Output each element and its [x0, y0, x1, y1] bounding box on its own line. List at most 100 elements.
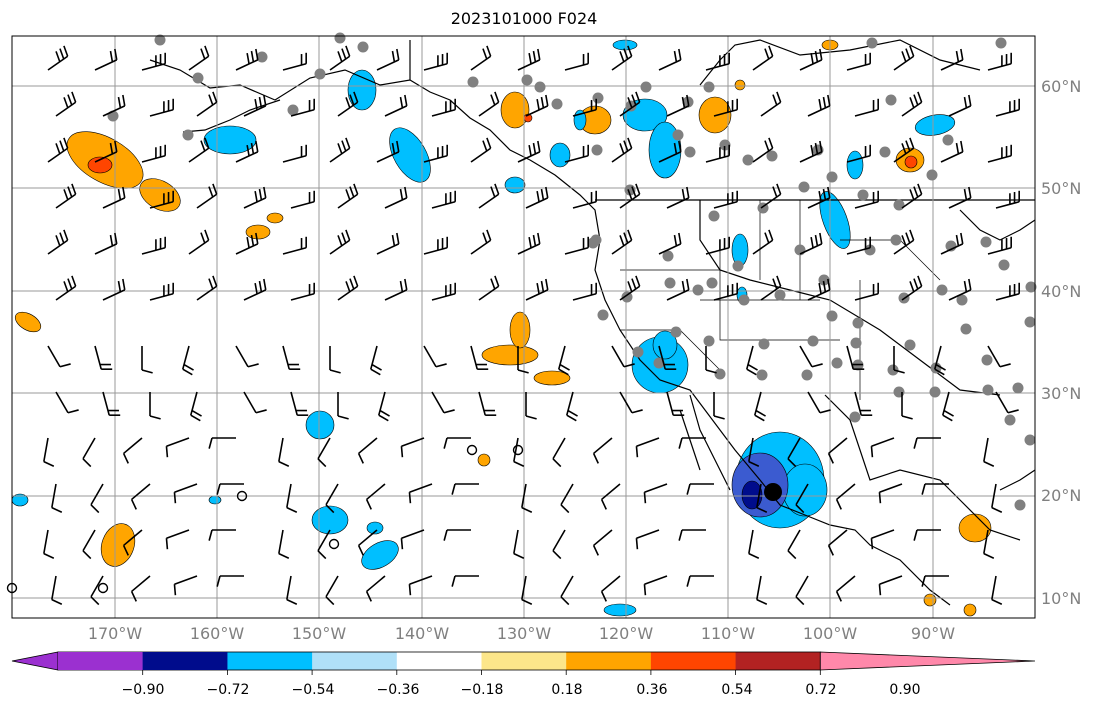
wind-barb — [658, 48, 682, 71]
wind-barb — [141, 236, 166, 255]
wind-barb — [102, 94, 126, 117]
station-marker — [632, 346, 644, 358]
wind-barb — [658, 140, 682, 163]
colorbar-segment — [312, 652, 398, 670]
wind-barb — [870, 529, 895, 550]
wind-barb — [566, 391, 578, 422]
wind-barb — [329, 45, 351, 71]
lon-label-110w: 110°W — [700, 624, 756, 643]
station-marker — [692, 284, 704, 296]
wind-barb — [290, 98, 315, 117]
wind-barb — [376, 48, 400, 71]
wind-barb — [443, 437, 471, 449]
wind-barb — [384, 94, 408, 117]
wind-barb — [678, 437, 706, 449]
wind-barb — [384, 278, 408, 301]
colorbar-segment — [396, 652, 482, 670]
station-marker — [590, 234, 602, 246]
wind-barb — [807, 391, 831, 414]
station-marker — [714, 368, 726, 380]
station-marker — [521, 74, 533, 86]
anomaly-contour — [734, 79, 746, 91]
wind-barb — [325, 575, 339, 606]
station-marker — [534, 81, 546, 93]
wind-barb — [760, 275, 782, 301]
wind-barb — [376, 140, 400, 163]
lat-label-50: 50°N — [1041, 179, 1082, 198]
wind-barb — [560, 483, 574, 514]
wind-barb — [51, 575, 63, 606]
wind-barb — [901, 91, 923, 117]
anomaly-contour — [533, 370, 571, 386]
wind-barb — [611, 229, 633, 255]
wind-barb — [149, 98, 174, 117]
wind-barb — [572, 282, 597, 301]
wind-barb — [658, 345, 677, 370]
station-marker — [1024, 316, 1036, 328]
coastline — [824, 394, 1021, 541]
wind-barb — [357, 437, 378, 464]
station-marker — [981, 354, 993, 366]
wind-barb — [921, 483, 949, 495]
station-marker — [982, 384, 994, 396]
station-marker — [758, 338, 770, 350]
wind-barb — [243, 278, 267, 301]
station-marker — [980, 236, 992, 248]
wind-barb — [243, 391, 267, 414]
colorbar-tick: 0.90 — [889, 682, 921, 698]
wind-barb — [130, 575, 151, 602]
wind-barb — [521, 483, 533, 514]
wind-barb — [182, 345, 194, 376]
station-marker — [890, 234, 902, 246]
wind-barb — [666, 278, 690, 301]
station-marker — [857, 189, 869, 201]
station-marker — [995, 37, 1007, 49]
station-marker — [929, 386, 941, 398]
wind-barb — [686, 483, 714, 495]
station-open-marker — [236, 490, 248, 502]
wind-barb — [82, 437, 96, 468]
wind-barb — [752, 229, 774, 255]
anomaly-contour — [366, 521, 384, 535]
state-border — [719, 240, 840, 341]
anomaly-contour — [846, 150, 864, 180]
wind-barb — [564, 236, 589, 255]
wind-barb — [243, 186, 267, 209]
wind-barb — [370, 345, 382, 376]
wind-barb — [165, 529, 190, 550]
lat-label-60: 60°N — [1041, 77, 1082, 96]
wind-barb — [619, 91, 641, 117]
wind-barb — [243, 94, 267, 117]
station-marker — [182, 129, 194, 141]
wind-barb — [901, 392, 913, 420]
station-marker — [706, 277, 718, 289]
anomaly-contour — [958, 513, 992, 543]
colorbar-segment — [58, 652, 143, 670]
lat-label-10: 10°N — [1041, 589, 1082, 608]
wind-barb — [431, 98, 456, 117]
wind-barb — [600, 483, 621, 510]
wind-barb — [94, 232, 118, 255]
anomaly-contour — [504, 176, 526, 194]
wind-barb — [940, 232, 964, 255]
anomaly-contour — [923, 593, 937, 607]
lon-label-170w: 170°W — [87, 624, 143, 643]
station-marker — [467, 76, 479, 88]
wind-barb — [705, 144, 730, 163]
wind-barb — [870, 437, 895, 458]
wind-barb — [713, 392, 725, 420]
colorbar-segment — [735, 652, 821, 670]
wind-barbs — [43, 45, 1020, 606]
wind-barb — [149, 190, 174, 209]
wind-barb — [752, 137, 774, 163]
wind-barb — [807, 186, 831, 209]
wind-barb — [47, 345, 71, 368]
wind-barb — [94, 345, 113, 370]
wind-barb — [102, 391, 121, 416]
wind-barb — [835, 483, 856, 510]
wind-barb — [893, 229, 915, 255]
wind-barb — [149, 392, 161, 420]
lon-label-160w: 160°W — [189, 624, 245, 643]
wind-barb — [376, 232, 400, 255]
wind-barb — [921, 575, 949, 587]
